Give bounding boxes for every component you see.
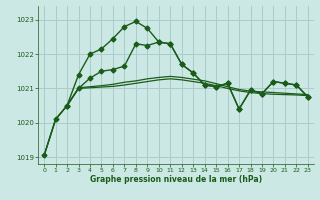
X-axis label: Graphe pression niveau de la mer (hPa): Graphe pression niveau de la mer (hPa)	[90, 175, 262, 184]
